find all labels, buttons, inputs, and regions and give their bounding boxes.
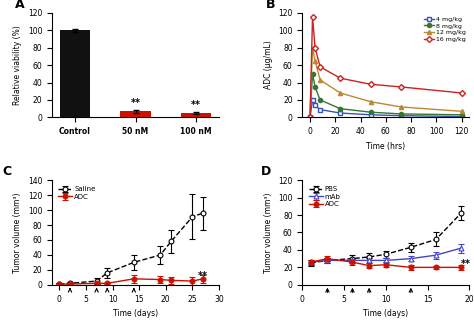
Bar — [181, 113, 211, 117]
Line: 12 mg/kg: 12 mg/kg — [308, 45, 464, 119]
12 mg/kg — [307, 116, 313, 119]
Text: **: ** — [198, 271, 208, 281]
Bar — [120, 111, 151, 117]
8 mg/kg — [368, 110, 374, 114]
16 mg/kg — [459, 91, 465, 95]
Y-axis label: ADC (μg/mL): ADC (μg/mL) — [264, 41, 273, 90]
4 mg/kg — [337, 111, 343, 115]
Bar — [60, 30, 90, 117]
4 mg/kg — [312, 103, 318, 107]
Line: 16 mg/kg: 16 mg/kg — [308, 15, 464, 119]
12 mg/kg — [310, 46, 315, 50]
16 mg/kg — [310, 15, 315, 19]
4 mg/kg — [317, 108, 323, 111]
Y-axis label: Relative viability (%): Relative viability (%) — [13, 25, 22, 105]
Text: B: B — [266, 0, 275, 11]
16 mg/kg — [307, 116, 313, 119]
4 mg/kg — [368, 113, 374, 117]
8 mg/kg — [317, 98, 323, 102]
8 mg/kg — [398, 112, 404, 116]
Text: **: ** — [191, 100, 201, 110]
12 mg/kg — [312, 59, 318, 63]
Text: C: C — [2, 165, 11, 178]
12 mg/kg — [337, 91, 343, 95]
Text: A: A — [16, 0, 25, 11]
Text: D: D — [261, 165, 271, 178]
8 mg/kg — [459, 113, 465, 117]
16 mg/kg — [398, 85, 404, 89]
X-axis label: Time (days): Time (days) — [113, 309, 158, 318]
Text: **: ** — [461, 260, 471, 269]
8 mg/kg — [307, 116, 313, 119]
Y-axis label: Tumor volume (mm³): Tumor volume (mm³) — [13, 192, 22, 273]
12 mg/kg — [459, 109, 465, 113]
12 mg/kg — [368, 100, 374, 104]
Legend: 4 mg/kg, 8 mg/kg, 12 mg/kg, 16 mg/kg: 4 mg/kg, 8 mg/kg, 12 mg/kg, 16 mg/kg — [424, 16, 466, 43]
4 mg/kg — [398, 114, 404, 117]
Line: 8 mg/kg: 8 mg/kg — [308, 72, 464, 119]
4 mg/kg — [459, 115, 465, 118]
8 mg/kg — [310, 72, 315, 76]
X-axis label: Time (days): Time (days) — [363, 309, 409, 318]
4 mg/kg — [307, 116, 313, 119]
16 mg/kg — [317, 65, 323, 69]
X-axis label: Time (hrs): Time (hrs) — [366, 142, 405, 151]
Legend: Saline, ADC: Saline, ADC — [55, 184, 99, 203]
12 mg/kg — [398, 105, 404, 109]
Text: **: ** — [130, 98, 141, 108]
16 mg/kg — [312, 46, 318, 50]
16 mg/kg — [368, 82, 374, 86]
16 mg/kg — [337, 76, 343, 80]
8 mg/kg — [337, 107, 343, 111]
12 mg/kg — [317, 78, 323, 82]
8 mg/kg — [312, 85, 318, 89]
Y-axis label: Tumor volume (mm³): Tumor volume (mm³) — [264, 192, 273, 273]
Line: 4 mg/kg: 4 mg/kg — [308, 98, 464, 119]
4 mg/kg — [310, 98, 315, 102]
Legend: PBS, mAb, ADC: PBS, mAb, ADC — [306, 184, 343, 210]
